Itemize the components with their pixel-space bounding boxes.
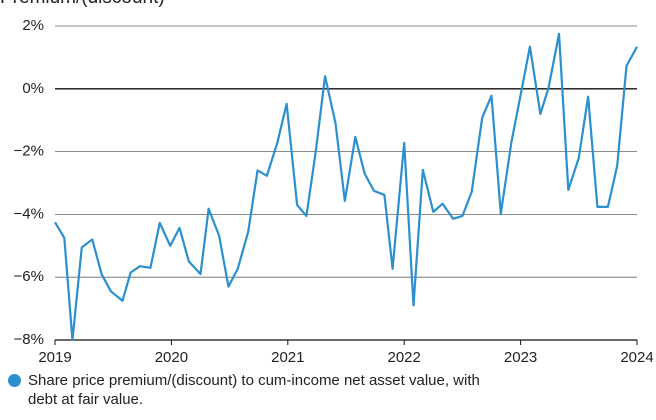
y-tick-label: −6% — [14, 268, 44, 285]
y-tick-label: 0% — [22, 80, 44, 97]
y-tick-label: 2% — [22, 17, 44, 34]
x-tick-label: 2022 — [388, 349, 421, 365]
x-tick-label: 2019 — [38, 349, 71, 365]
data-line — [54, 32, 638, 342]
x-tick-label: 2020 — [155, 349, 188, 365]
x-tick-label: 2021 — [271, 349, 304, 365]
chart: Premium/(discount) −8% −6% −4% −2% 0% 2% 2019 2… — [0, 0, 654, 365]
legend-swatch — [8, 374, 21, 387]
y-tick-label: −4% — [14, 205, 44, 222]
y-tick-label: −2% — [14, 143, 44, 160]
y-tick-label: −8% — [14, 331, 44, 348]
legend: Share price premium/(discount) to cum-in… — [8, 371, 498, 409]
x-tick-label: 2023 — [504, 349, 537, 365]
chart-title: Premium/(discount) — [0, 0, 165, 8]
legend-label: Share price premium/(discount) to cum-in… — [28, 372, 480, 408]
x-tick-label: 2024 — [620, 349, 653, 365]
